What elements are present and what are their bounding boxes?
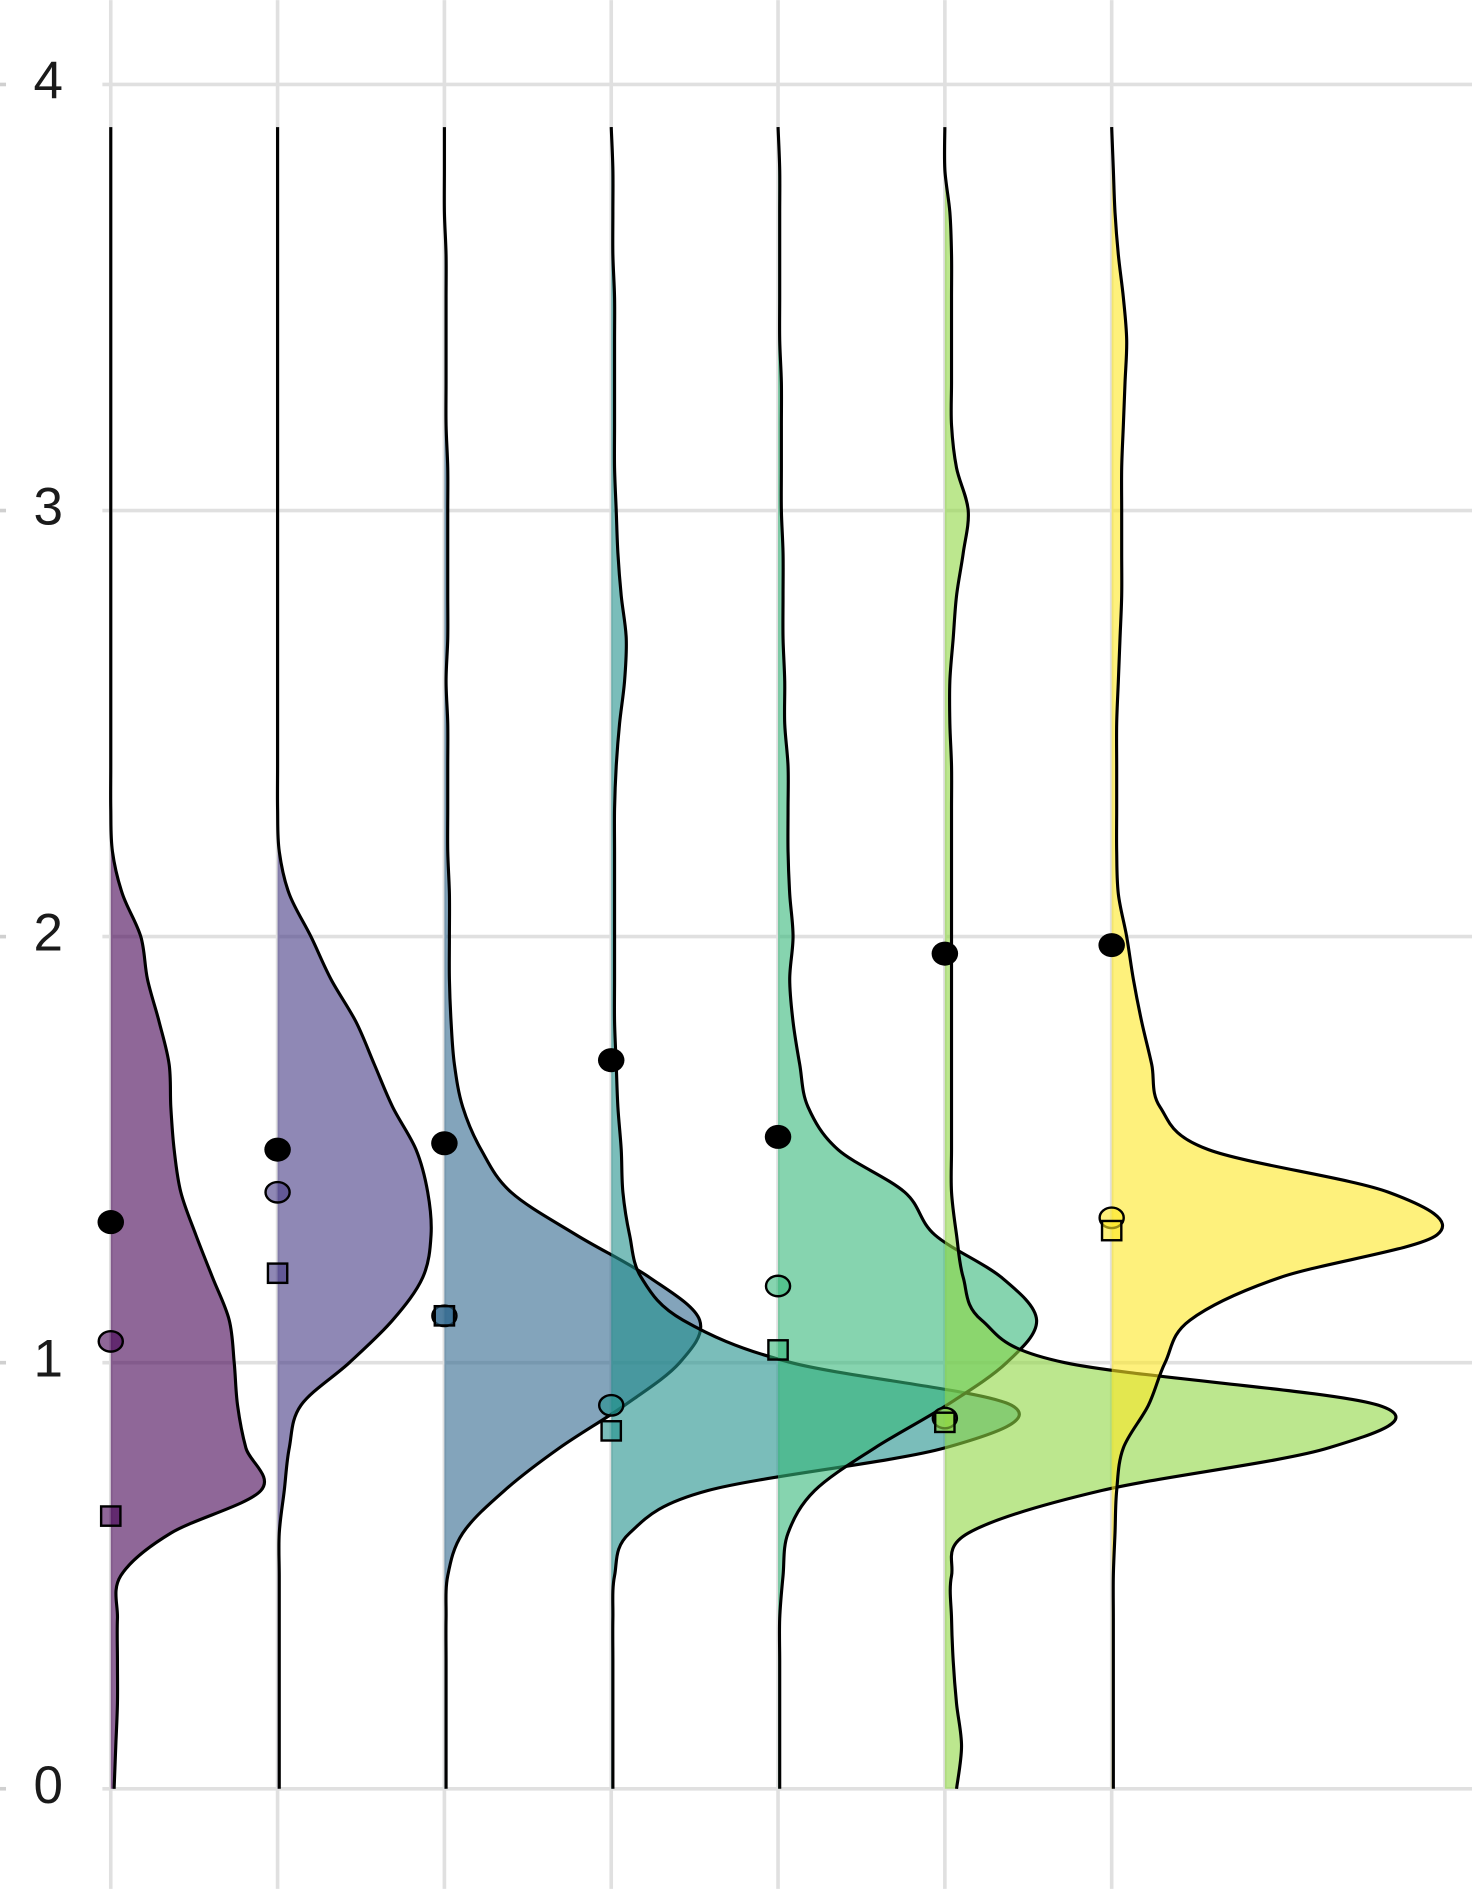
density-outline — [109, 127, 266, 1789]
y-tick-label: 2 — [33, 904, 62, 963]
density-area — [611, 127, 1020, 1789]
mean-marker — [264, 1137, 291, 1162]
density-outline — [1110, 127, 1445, 1789]
mean-marker — [597, 1048, 625, 1073]
mean-marker — [1098, 933, 1125, 958]
density-area — [277, 127, 432, 1789]
mean-marker — [764, 1124, 792, 1149]
density-outline — [776, 127, 1039, 1789]
y-tick-label: 0 — [33, 1756, 62, 1815]
density-outline — [942, 127, 1398, 1789]
mean-marker — [931, 941, 959, 966]
mean-marker — [431, 1131, 458, 1156]
square-marker — [767, 1339, 789, 1361]
square-marker — [934, 1411, 956, 1434]
density-outline — [609, 127, 1021, 1789]
circle-marker — [97, 1329, 125, 1353]
y-tick-label: 3 — [33, 478, 62, 537]
y-tick-label: 4 — [33, 51, 62, 110]
y-tick-label: 1 — [33, 1330, 62, 1389]
square-marker — [99, 1505, 122, 1527]
density-area — [444, 127, 701, 1789]
y-axis: 0 1 2 3 4 — [0, 51, 63, 1815]
density-area — [778, 127, 1037, 1789]
square-marker — [433, 1304, 456, 1327]
density-outline — [442, 127, 703, 1789]
density-outline — [275, 127, 433, 1789]
violins — [109, 127, 1445, 1789]
markers — [97, 933, 1125, 1527]
mean-marker — [97, 1210, 125, 1235]
circle-marker — [764, 1274, 792, 1298]
square-marker — [600, 1420, 623, 1442]
density-area — [110, 127, 265, 1789]
density-area — [944, 127, 1396, 1789]
square-marker — [266, 1262, 289, 1285]
circle-marker — [264, 1180, 291, 1204]
circle-marker — [597, 1393, 625, 1417]
square-marker — [1100, 1219, 1123, 1242]
density-area — [1111, 127, 1443, 1789]
